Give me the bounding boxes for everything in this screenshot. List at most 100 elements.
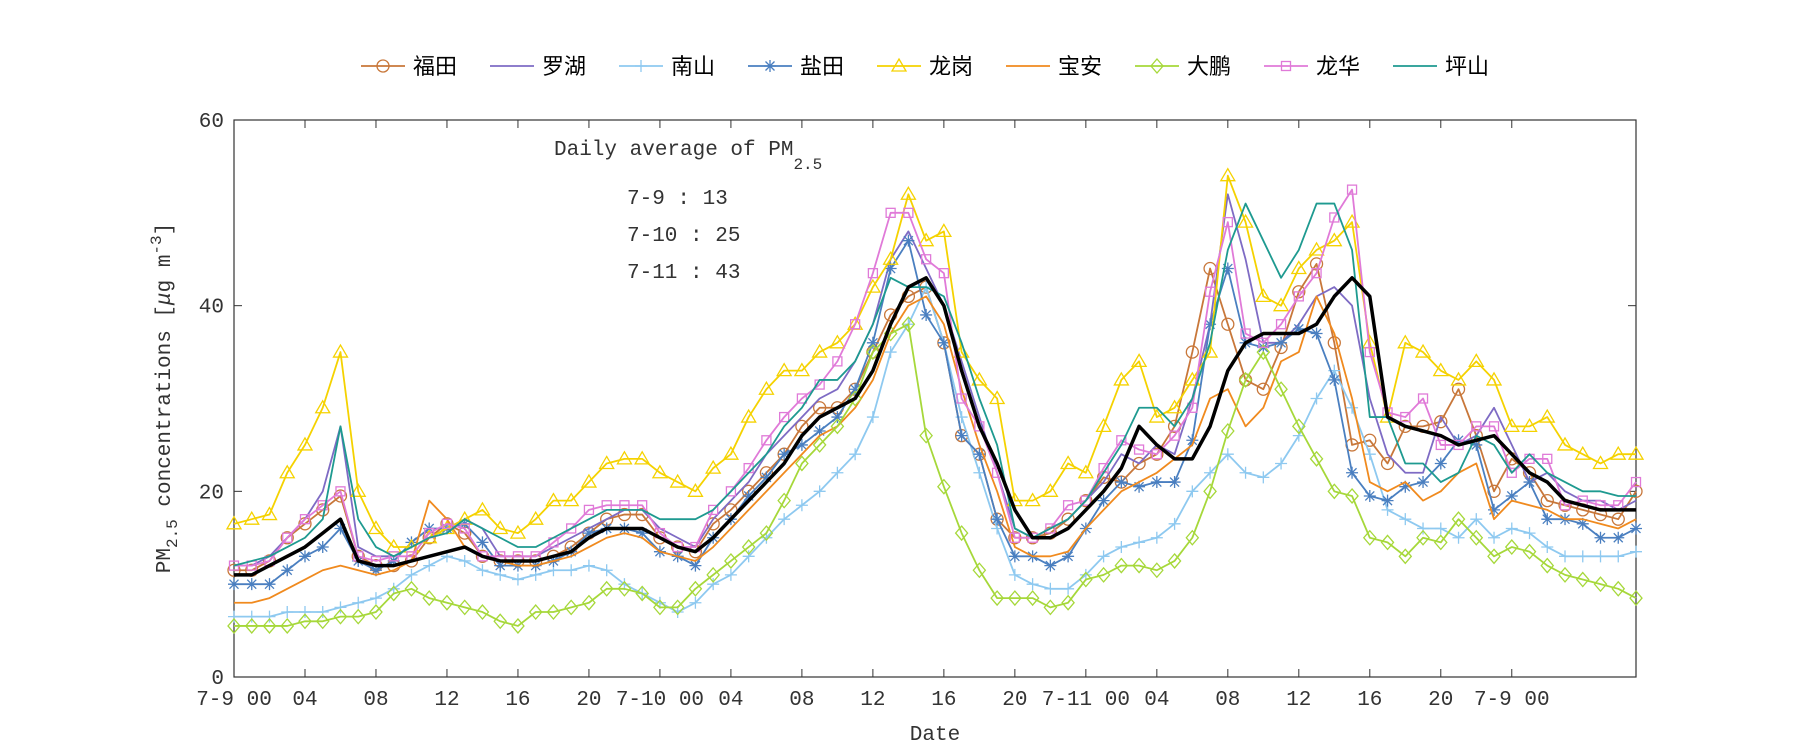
marker: [386, 585, 401, 602]
marker: [493, 613, 508, 630]
marker: [849, 448, 862, 461]
marker: [725, 486, 737, 497]
x-tick-label: 12: [434, 689, 459, 712]
marker: [1346, 466, 1359, 479]
marker: [458, 554, 471, 567]
marker: [1574, 445, 1591, 460]
marker: [1187, 402, 1198, 413]
marker: [779, 411, 790, 423]
legend-label: 盐田: [800, 55, 844, 80]
x-tick-label: 12: [860, 689, 885, 712]
marker: [1346, 184, 1358, 195]
marker: [813, 485, 826, 498]
marker: [1079, 493, 1093, 508]
annotation-title: Daily average of PM2.5: [554, 139, 822, 174]
y-tick-label: 20: [199, 482, 224, 505]
marker: [494, 559, 507, 572]
marker: [1168, 476, 1181, 489]
marker: [1240, 328, 1251, 339]
marker: [884, 262, 897, 275]
marker: [225, 515, 243, 530]
marker: [1522, 543, 1537, 560]
x-tick-label: 20: [576, 689, 601, 712]
x-tick-label: 7-11 00: [1042, 689, 1130, 712]
marker: [1452, 531, 1465, 544]
marker: [617, 580, 632, 597]
x-tick-label: 7-9 00: [1474, 689, 1550, 712]
marker: [1292, 322, 1305, 335]
marker: [722, 445, 740, 460]
legend-label: 大鹏: [1187, 55, 1231, 80]
marker: [476, 564, 489, 577]
legend-label: 坪山: [1445, 55, 1489, 80]
marker: [566, 523, 577, 534]
marker: [1594, 550, 1607, 563]
marker: [778, 513, 791, 526]
marker: [245, 610, 258, 623]
legend-marker-shape: [1150, 58, 1164, 74]
marker: [1256, 344, 1271, 361]
marker: [317, 500, 328, 511]
marker: [298, 613, 312, 630]
marker: [1185, 529, 1200, 546]
y-tick-label: 60: [199, 111, 224, 134]
marker: [1275, 319, 1287, 330]
marker: [369, 564, 382, 577]
marker: [598, 455, 615, 470]
marker: [316, 541, 329, 554]
marker: [1630, 476, 1642, 488]
marker: [352, 596, 365, 609]
marker: [228, 610, 240, 623]
y-tick-label: 40: [199, 297, 224, 320]
legend-label: 南山: [671, 55, 715, 80]
marker: [885, 207, 896, 218]
y-label-sup: -3: [148, 235, 166, 254]
marker: [741, 539, 756, 556]
marker: [1008, 568, 1021, 581]
marker: [1327, 483, 1342, 500]
marker: [1468, 353, 1485, 368]
marker: [1097, 494, 1110, 507]
marker: [1559, 550, 1572, 563]
marker: [1523, 527, 1536, 540]
marker: [1257, 471, 1270, 484]
marker: [422, 590, 437, 607]
marker: [635, 585, 650, 602]
marker: [1364, 346, 1375, 358]
x-tick-label: 12: [1286, 689, 1311, 712]
marker: [599, 580, 614, 597]
marker: [724, 568, 737, 581]
marker: [795, 438, 808, 451]
marker: [1026, 578, 1039, 591]
marker: [1504, 539, 1519, 556]
marker: [1488, 531, 1501, 544]
marker: [1414, 343, 1432, 358]
marker: [972, 562, 987, 579]
marker: [1237, 213, 1254, 228]
y-label-sub: 2.5: [164, 519, 182, 548]
marker: [848, 390, 862, 407]
marker: [1487, 548, 1501, 565]
legend-marker: [635, 60, 647, 72]
marker: [831, 411, 844, 424]
marker: [582, 594, 596, 611]
marker: [1024, 492, 1041, 507]
marker: [1149, 562, 1164, 579]
marker: [582, 559, 595, 572]
marker: [1184, 371, 1201, 386]
marker: [1204, 286, 1216, 297]
marker: [1078, 571, 1093, 588]
marker: [1629, 590, 1643, 607]
marker: [279, 464, 296, 479]
marker: [866, 344, 880, 361]
marker: [1132, 456, 1146, 471]
y-label-part: PM: [154, 548, 177, 573]
marker: [1062, 582, 1075, 595]
marker: [651, 464, 669, 479]
marker: [742, 550, 755, 563]
marker: [1485, 371, 1503, 386]
marker: [1221, 317, 1235, 331]
marker: [849, 319, 861, 330]
marker: [281, 606, 294, 619]
marker: [1204, 466, 1217, 479]
